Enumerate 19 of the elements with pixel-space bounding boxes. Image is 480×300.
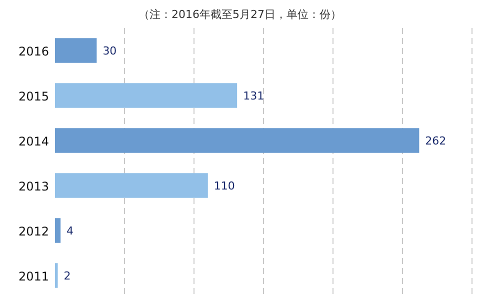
bar: [55, 38, 97, 63]
y-tick-label: 2015: [18, 90, 49, 104]
y-tick-label: 2014: [18, 134, 49, 148]
bar: [55, 173, 208, 198]
y-tick-label: 2013: [18, 180, 49, 194]
y-tick-label: 2011: [18, 270, 49, 284]
data-label: 30: [102, 44, 117, 58]
data-label: 4: [66, 224, 74, 238]
y-tick-label: 2012: [18, 224, 49, 238]
bar: [55, 128, 420, 153]
data-label: 262: [425, 134, 446, 148]
data-label: 110: [214, 180, 235, 192]
y-tick-label: 2016: [18, 44, 49, 58]
bar: [55, 263, 58, 288]
bar: [55, 83, 238, 108]
data-label: 2: [64, 270, 71, 282]
bar: [55, 218, 61, 243]
data-label: 131: [243, 90, 264, 102]
text: （注：2016年截至5月27日，单位：份）: [138, 8, 342, 21]
